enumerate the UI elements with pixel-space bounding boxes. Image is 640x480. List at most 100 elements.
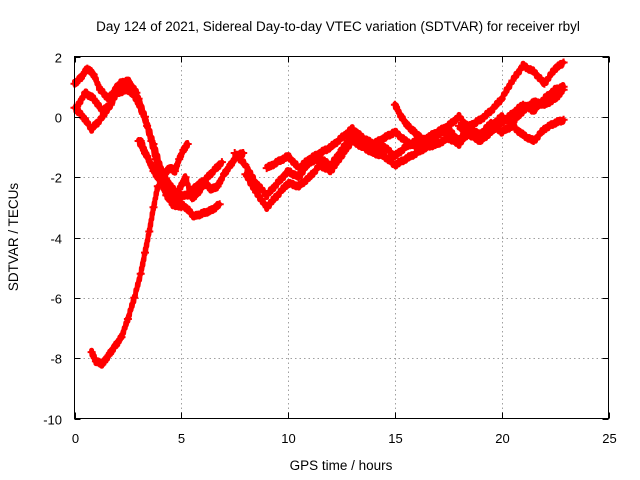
data-point-marker <box>412 143 421 151</box>
data-point-marker <box>141 112 149 121</box>
data-point-marker <box>316 161 325 170</box>
data-point-marker <box>476 137 485 145</box>
data-point-marker <box>519 61 528 70</box>
data-point-marker <box>209 167 218 176</box>
data-point-marker <box>166 182 175 191</box>
data-point-marker <box>166 164 175 173</box>
data-point-marker <box>194 188 203 197</box>
data-point-marker <box>551 94 560 103</box>
data-point-marker <box>455 121 463 130</box>
data-point-marker <box>497 118 506 127</box>
data-point-marker <box>294 182 303 191</box>
data-point-marker <box>273 191 282 200</box>
data-point-marker <box>487 127 495 136</box>
series-group <box>70 58 568 369</box>
data-point-marker <box>87 124 96 133</box>
x-tick-label: 5 <box>178 431 185 446</box>
data-point-marker <box>316 149 325 157</box>
data-point-marker <box>348 137 357 145</box>
axis-ticks <box>74 56 610 420</box>
data-point-marker <box>162 191 171 200</box>
data-point-marker <box>76 73 85 82</box>
data-point-marker <box>390 100 399 109</box>
data-point-marker <box>369 149 378 157</box>
data-point-marker <box>519 100 528 109</box>
y-tick-label: -2 <box>50 171 62 186</box>
data-point-marker <box>487 106 495 115</box>
x-tick-label: 25 <box>602 431 616 446</box>
data-point-marker <box>358 143 367 151</box>
data-point-marker <box>226 161 235 170</box>
x-tick-label: 10 <box>281 431 295 446</box>
data-point-marker <box>444 121 453 130</box>
data-point-marker <box>217 158 226 167</box>
data-point-marker <box>175 185 184 194</box>
data-point-marker <box>111 342 120 351</box>
data-point-marker <box>540 79 549 88</box>
data-point-marker <box>497 127 506 136</box>
data-point-marker <box>241 161 250 170</box>
data-point-marker <box>190 212 199 221</box>
data-point-marker <box>380 133 389 142</box>
x-axis-title: GPS time / hours <box>290 458 393 473</box>
data-point-marker <box>123 315 132 323</box>
data-point-marker <box>403 121 412 130</box>
series-satellite-track-5 <box>134 137 192 185</box>
data-point-marker <box>96 115 105 124</box>
data-point-marker <box>213 182 222 191</box>
data-point-marker <box>168 200 177 209</box>
y-tick-label: -6 <box>50 292 62 307</box>
data-point-marker <box>162 167 171 176</box>
x-tick-label: 0 <box>72 431 79 446</box>
data-point-marker <box>200 179 209 188</box>
data-point-marker <box>305 173 314 182</box>
y-tick-label: -10 <box>43 413 62 428</box>
y-tick-label: -8 <box>50 352 62 367</box>
data-point-marker <box>390 161 399 170</box>
data-point-marker <box>96 85 105 94</box>
x-tick-label: 20 <box>495 431 509 446</box>
data-point-marker <box>72 103 81 112</box>
data-point-marker <box>433 140 442 148</box>
data-point-marker <box>529 67 538 76</box>
data-point-marker <box>207 185 216 194</box>
data-point-marker <box>294 164 303 173</box>
data-point-marker <box>540 94 549 103</box>
data-point-marker <box>136 269 145 278</box>
series-line <box>392 101 430 146</box>
data-point-marker <box>465 130 474 139</box>
data-point-marker <box>337 133 346 142</box>
data-point-marker <box>158 176 167 185</box>
data-point-marker <box>559 115 568 124</box>
data-point-marker <box>397 112 406 121</box>
data-point-marker <box>153 182 162 191</box>
data-point-marker <box>220 170 228 179</box>
data-point-marker <box>98 360 107 369</box>
data-point-marker <box>551 85 560 94</box>
grid <box>74 56 609 419</box>
data-point-marker <box>508 76 517 85</box>
series-line <box>232 59 567 201</box>
data-point-marker <box>455 112 463 121</box>
data-point-marker <box>551 64 560 73</box>
data-point-marker <box>198 209 207 218</box>
data-point-marker <box>369 140 378 148</box>
series-satellite-track-6 <box>87 182 162 369</box>
data-point-marker <box>175 155 184 164</box>
data-point-marker <box>529 137 538 145</box>
data-point-marker <box>294 173 303 182</box>
data-point-marker <box>153 173 162 182</box>
data-point-marker <box>91 357 100 366</box>
data-point-marker <box>326 143 335 151</box>
data-point-marker <box>390 127 399 136</box>
y-tick-labels: -10 -8 -6 -4 -2 0 2 <box>43 51 62 428</box>
data-point-marker <box>559 58 568 67</box>
data-point-marker <box>508 121 517 130</box>
data-point-marker <box>145 227 154 236</box>
data-point-marker <box>401 137 410 145</box>
data-point-marker <box>410 127 419 136</box>
data-point-marker <box>239 149 248 157</box>
data-point-marker <box>79 112 87 121</box>
